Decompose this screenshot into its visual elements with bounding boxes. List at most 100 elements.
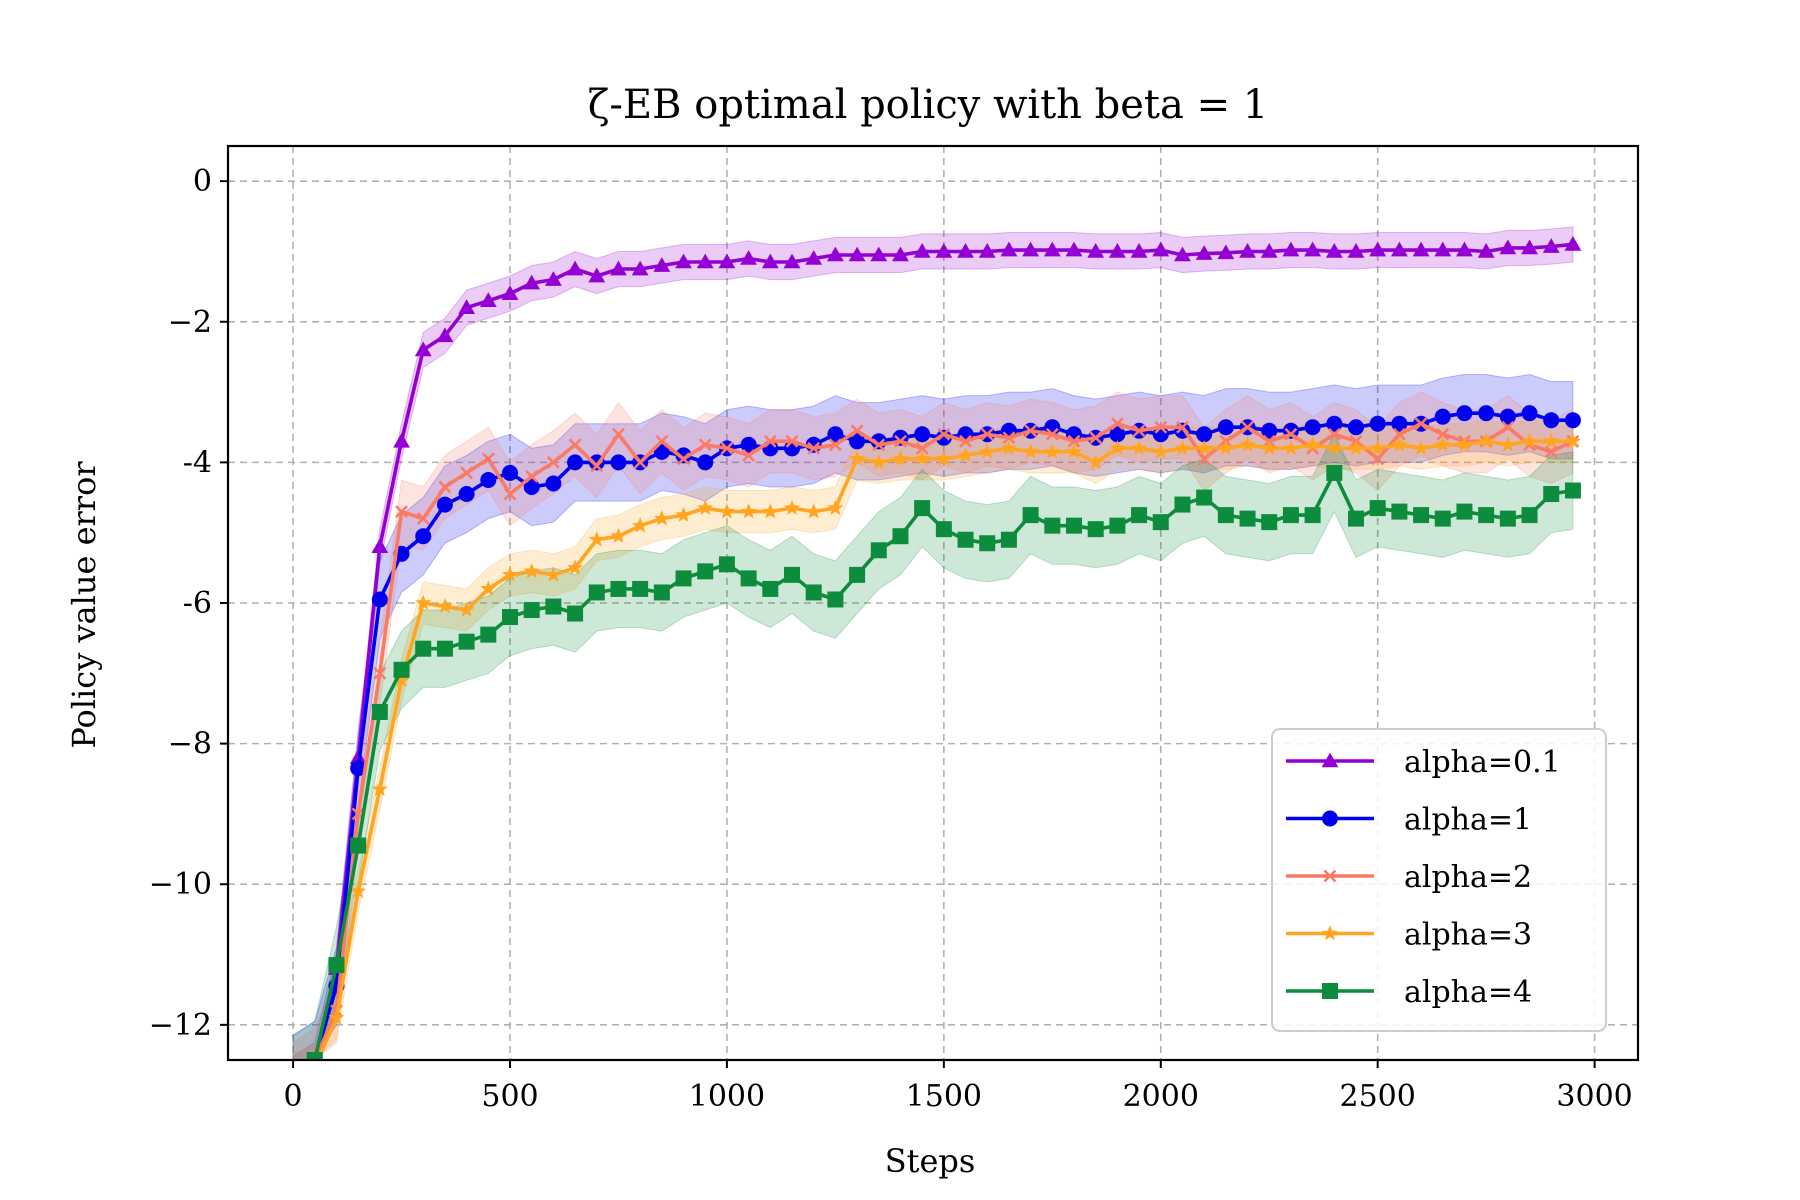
data-point [414,341,432,357]
data-point [567,559,584,575]
data-point [849,450,866,466]
data-point [1543,486,1560,503]
series-3 [314,432,1581,1060]
data-point [763,434,777,448]
data-point [610,580,627,597]
legend: alpha=0.1 alpha=1 alpha=2 alpha=3 alpha=4 [1271,728,1607,1032]
data-point [479,292,497,307]
data-point [1499,436,1516,452]
data-point [1109,426,1126,443]
data-point [480,580,497,596]
data-point [783,253,801,269]
data-point [1521,432,1538,449]
data-point [1521,405,1538,422]
x-tick-label: 2500 [1340,1079,1416,1114]
y-tick-label: −8 [168,727,212,762]
data-point [1390,241,1408,257]
data-point [1413,507,1430,524]
data-point [588,584,605,601]
data-point [1326,415,1343,432]
data-point [1369,415,1386,432]
data-point [1152,241,1170,257]
data-point [850,424,864,438]
data-point [1217,419,1234,436]
data-point [957,447,974,463]
data-point [1521,239,1538,255]
data-point [1239,510,1256,527]
data-point [633,455,647,469]
series-lines [306,236,1582,1060]
data-point [1369,500,1386,517]
y-tick-label: −10 [149,867,212,902]
data-point [1391,503,1408,520]
data-point [1391,436,1408,452]
data-point [566,260,584,276]
data-point [892,450,909,466]
data-point [1067,434,1081,448]
data-point [675,253,692,269]
data-point [937,427,951,441]
data-point [393,661,410,678]
data-point [762,503,779,519]
legend-label: alpha=4 [1404,975,1532,1010]
data-point [415,528,432,545]
data-point [1282,507,1299,524]
data-point [612,427,625,441]
data-point [675,506,692,522]
data-point [1542,238,1560,253]
data-point [1326,464,1343,481]
data-point [588,531,605,547]
data-point [588,267,606,283]
confidence-band [292,226,1574,1060]
data-point [436,496,453,513]
data-point [1022,507,1039,524]
data-point [980,427,994,441]
data-point [1348,510,1364,527]
data-point [1348,439,1364,456]
data-point [1196,489,1213,506]
y-axis-label: Policy value error [65,461,103,749]
data-point [545,598,562,615]
data-point [1000,439,1017,456]
data-point [653,443,670,460]
data-point [1434,408,1451,425]
legend-box [1271,728,1607,1032]
data-point [826,246,844,262]
data-point [742,448,756,462]
data-point [1174,496,1191,513]
data-point [1521,507,1538,524]
data-point [762,580,779,597]
data-point [697,499,714,515]
data-point [1478,507,1495,524]
x-tick-label: 500 [481,1079,538,1114]
data-point [1195,245,1213,260]
data-point [653,257,671,272]
data-point [373,666,387,680]
data-point [761,253,779,269]
data-point [827,499,844,515]
y-tick-label: -4 [183,445,212,480]
data-point [480,626,497,643]
data-point [458,299,476,315]
data-point [828,438,842,452]
legend-label: alpha=2 [1404,860,1532,895]
data-point [1196,439,1213,456]
legend-item: alpha=0.1 [1286,745,1561,780]
data-point [805,584,822,601]
data-point [1371,452,1385,466]
data-point [544,271,562,286]
data-point [1564,432,1581,449]
data-point [655,434,669,448]
x-tick-label: 3000 [1556,1079,1632,1114]
data-point [1241,420,1254,434]
data-point [1110,417,1124,431]
data-point [350,882,367,899]
data-point [807,441,821,455]
data-point [1477,243,1495,258]
legend-item: alpha=3 [1286,918,1532,953]
data-point [458,486,475,503]
data-point [827,426,844,443]
data-point [523,602,540,619]
data-point [1499,239,1517,255]
